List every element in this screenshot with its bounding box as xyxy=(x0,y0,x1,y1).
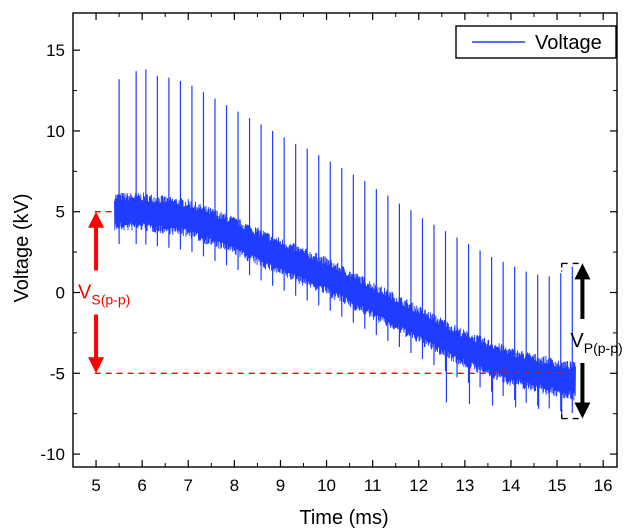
x-axis-title: Time (ms) xyxy=(299,507,388,529)
x-tick-label-7: 7 xyxy=(184,476,193,495)
x-tick-label-8: 8 xyxy=(230,476,239,495)
annotation-label-main: V xyxy=(78,282,92,304)
x-tick-label-12: 12 xyxy=(409,476,428,495)
annotation-label: VP(p-p) xyxy=(570,330,622,356)
plot-frame xyxy=(72,12,618,468)
y-tick-label-10: 10 xyxy=(46,122,65,141)
arrow-head-down xyxy=(88,357,105,374)
annotation-label: VS(p-p) xyxy=(78,282,130,308)
plot-area xyxy=(114,69,576,419)
x-tick-label-15: 15 xyxy=(548,476,567,495)
y-tick-label-0: 0 xyxy=(56,284,65,303)
annotation-label-sub: S(p-p) xyxy=(91,292,130,308)
legend-label-voltage: Voltage xyxy=(535,32,602,54)
arrow-head-down xyxy=(574,402,591,419)
x-tick-label-10: 10 xyxy=(317,476,336,495)
x-tick-label-9: 9 xyxy=(276,476,285,495)
annotation-label-sub: P(p-p) xyxy=(584,340,623,356)
annotation-vp: VP(p-p) xyxy=(560,262,623,420)
arrow-head-up xyxy=(574,263,591,280)
y-axis-title: Voltage (kV) xyxy=(11,194,33,303)
x-tick-label-13: 13 xyxy=(455,476,474,495)
annotation-label-main: V xyxy=(570,330,584,352)
annotation-vs: VS(p-p) xyxy=(78,211,562,374)
y-tick-label-15: 15 xyxy=(46,41,65,60)
x-tick-label-11: 11 xyxy=(364,476,382,495)
y-tick-label--5: -5 xyxy=(50,364,65,383)
series-voltage-line xyxy=(114,192,576,401)
y-tick-label--10: -10 xyxy=(40,445,65,464)
x-tick-label-6: 6 xyxy=(137,476,146,495)
legend: Voltage xyxy=(455,25,617,59)
x-tick-label-16: 16 xyxy=(594,476,613,495)
y-tick-label-5: 5 xyxy=(56,203,65,222)
annotations: VS(p-p)VP(p-p) xyxy=(78,211,623,420)
arrow-head-up xyxy=(88,211,105,228)
x-tick-label-5: 5 xyxy=(91,476,100,495)
axes: 5 6 7 8 9 10 11 12 13 14 15 16 -10 -5 0 5 10 15 xyxy=(40,12,618,495)
x-tick-label-14: 14 xyxy=(502,476,521,495)
